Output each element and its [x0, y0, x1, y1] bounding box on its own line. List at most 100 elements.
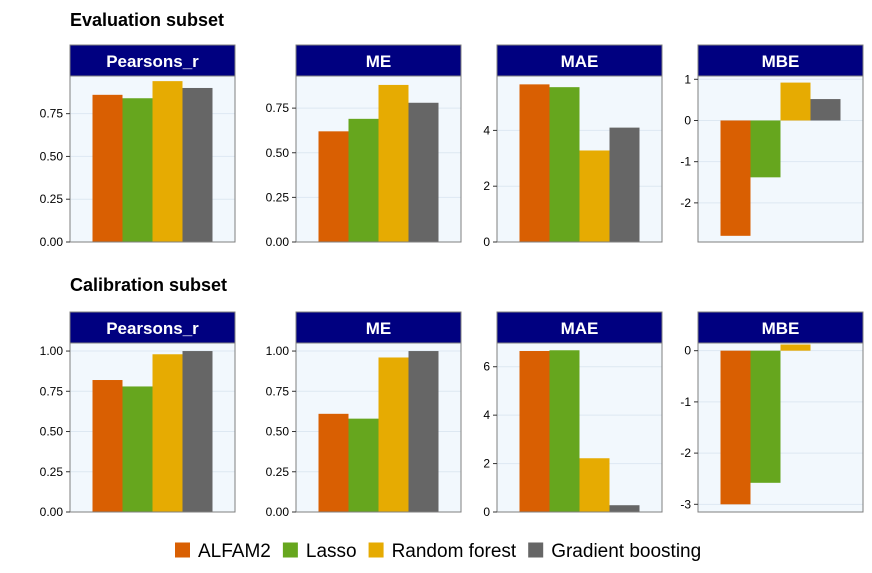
bar-lasso	[122, 98, 153, 242]
facet-strip-label: MBE	[762, 52, 800, 71]
bar-gradient-boosting	[810, 99, 841, 121]
legend-swatch	[528, 542, 544, 558]
bar-random-forest	[780, 82, 811, 121]
y-tick-label: 0.25	[266, 465, 290, 479]
bar-random-forest	[152, 354, 183, 512]
evaluation-subset-title: Evaluation subset	[70, 10, 224, 30]
facet-strip-label: Pearsons_r	[106, 52, 199, 71]
evaluation-subset-row: Pearsons_r 0.00 0.25 0.50 0.75 ME 0.00 0.25 0.50…	[40, 44, 864, 249]
bar-alfam2	[720, 120, 751, 236]
bar-random-forest	[152, 81, 183, 242]
y-tick-label: 0.00	[266, 505, 290, 519]
y-tick-label: 0.25	[40, 192, 64, 206]
calibration-panel-pearsons-r: Pearsons_r 0.00 0.25 0.50 0.75 1.00	[40, 311, 236, 519]
y-tick-label: 0.00	[40, 505, 64, 519]
calibration-subset-row: Pearsons_r 0.00 0.25 0.50 0.75 1.00 ME 0.00 0.25…	[40, 311, 864, 519]
y-tick-label: 0	[684, 344, 691, 358]
y-tick-label: 4	[483, 408, 490, 422]
evaluation-panel-mae: MAE 0 2 4	[483, 44, 663, 249]
y-tick-label: 1	[684, 72, 691, 86]
facet-strip-label: ME	[366, 52, 392, 71]
y-tick-label: 0.25	[40, 465, 64, 479]
bar-alfam2	[519, 84, 550, 242]
y-tick-label: 0.50	[40, 425, 64, 439]
legend-swatch	[175, 542, 190, 558]
legend-label: Gradient boosting	[551, 541, 701, 562]
y-tick-label: 0	[483, 235, 490, 249]
evaluation-panel-me: ME 0.00 0.25 0.50 0.75	[266, 44, 462, 249]
y-tick-label: 0.75	[40, 384, 64, 398]
legend-item-gradient-boosting: Gradient boosting	[528, 541, 701, 562]
y-tick-label: -1	[680, 395, 691, 409]
y-tick-label: 0	[684, 113, 691, 127]
y-tick-label: 2	[483, 179, 490, 193]
facet-strip	[69, 44, 236, 77]
bar-alfam2	[318, 413, 349, 512]
bar-lasso	[348, 418, 379, 512]
y-tick-label: 0.75	[40, 107, 64, 121]
bar-alfam2	[92, 380, 123, 512]
y-tick-label: 0	[483, 505, 490, 519]
y-tick-label: 0.75	[266, 101, 290, 115]
bar-gradient-boosting	[609, 505, 640, 512]
y-tick-label: -2	[680, 196, 691, 210]
legend-item-alfam2: ALFAM2	[175, 541, 271, 562]
y-tick-label: -3	[680, 497, 691, 511]
facet-strip-label: Pearsons_r	[106, 319, 199, 338]
facet-strip-label: MAE	[561, 319, 599, 338]
legend-label: Lasso	[306, 541, 357, 562]
facet-strip-label: MBE	[762, 319, 800, 338]
evaluation-panel-mbe: MBE -2 -1 0 1	[680, 44, 864, 243]
y-tick-label: 1.00	[40, 344, 64, 358]
bar-gradient-boosting	[182, 351, 213, 512]
y-tick-label: 2	[483, 457, 490, 471]
calibration-panel-mae: MAE 0 2 4 6	[483, 311, 663, 519]
facet-strip	[697, 311, 864, 344]
y-tick-label: 0.50	[266, 146, 290, 160]
bar-lasso	[549, 87, 580, 242]
y-tick-label: -2	[680, 446, 691, 460]
bar-random-forest	[378, 84, 409, 242]
calibration-subset-title: Calibration subset	[70, 275, 227, 295]
y-tick-label: 6	[483, 360, 490, 374]
y-tick-label: 4	[483, 123, 490, 137]
facet-strip	[69, 311, 236, 344]
calibration-panel-mbe: MBE -3 -2 -1 0	[680, 311, 864, 513]
bar-gradient-boosting	[408, 351, 439, 512]
facet-strip	[295, 44, 462, 77]
calibration-panel-me: ME 0.00 0.25 0.50 0.75 1.00	[266, 311, 462, 519]
legend-swatch	[282, 542, 298, 558]
facet-strip	[496, 311, 663, 344]
bar-gradient-boosting	[182, 87, 213, 243]
bar-alfam2	[92, 94, 123, 243]
facet-strip-label: ME	[366, 319, 392, 338]
bar-random-forest	[378, 357, 409, 512]
bar-lasso	[122, 386, 153, 512]
bar-random-forest	[579, 458, 610, 512]
bar-gradient-boosting	[408, 102, 439, 242]
bar-lasso	[348, 118, 379, 242]
y-tick-label: 0.25	[266, 190, 290, 204]
legend-label: ALFAM2	[198, 541, 271, 562]
facet-strip	[496, 44, 663, 77]
y-tick-label: 0.00	[266, 235, 290, 249]
y-tick-label: 0.50	[266, 425, 290, 439]
bar-lasso	[549, 350, 580, 512]
legend: ALFAM2 Lasso Random forest Gradient boostin…	[175, 541, 701, 562]
y-tick-label: 0.50	[40, 149, 64, 163]
bar-gradient-boosting	[609, 127, 640, 242]
bar-alfam2	[519, 350, 550, 512]
y-tick-label: 0.00	[40, 235, 64, 249]
y-tick-label: 1.00	[266, 344, 290, 358]
facet-strip	[697, 44, 864, 77]
bar-random-forest	[780, 344, 811, 351]
facet-strip	[295, 311, 462, 344]
bar-lasso	[750, 120, 781, 178]
legend-item-lasso: Lasso	[282, 541, 357, 562]
legend-item-random-forest: Random forest	[368, 541, 517, 562]
y-tick-label: 0.75	[266, 384, 290, 398]
bar-random-forest	[579, 150, 610, 242]
bar-alfam2	[720, 350, 751, 505]
legend-label: Random forest	[392, 541, 517, 562]
